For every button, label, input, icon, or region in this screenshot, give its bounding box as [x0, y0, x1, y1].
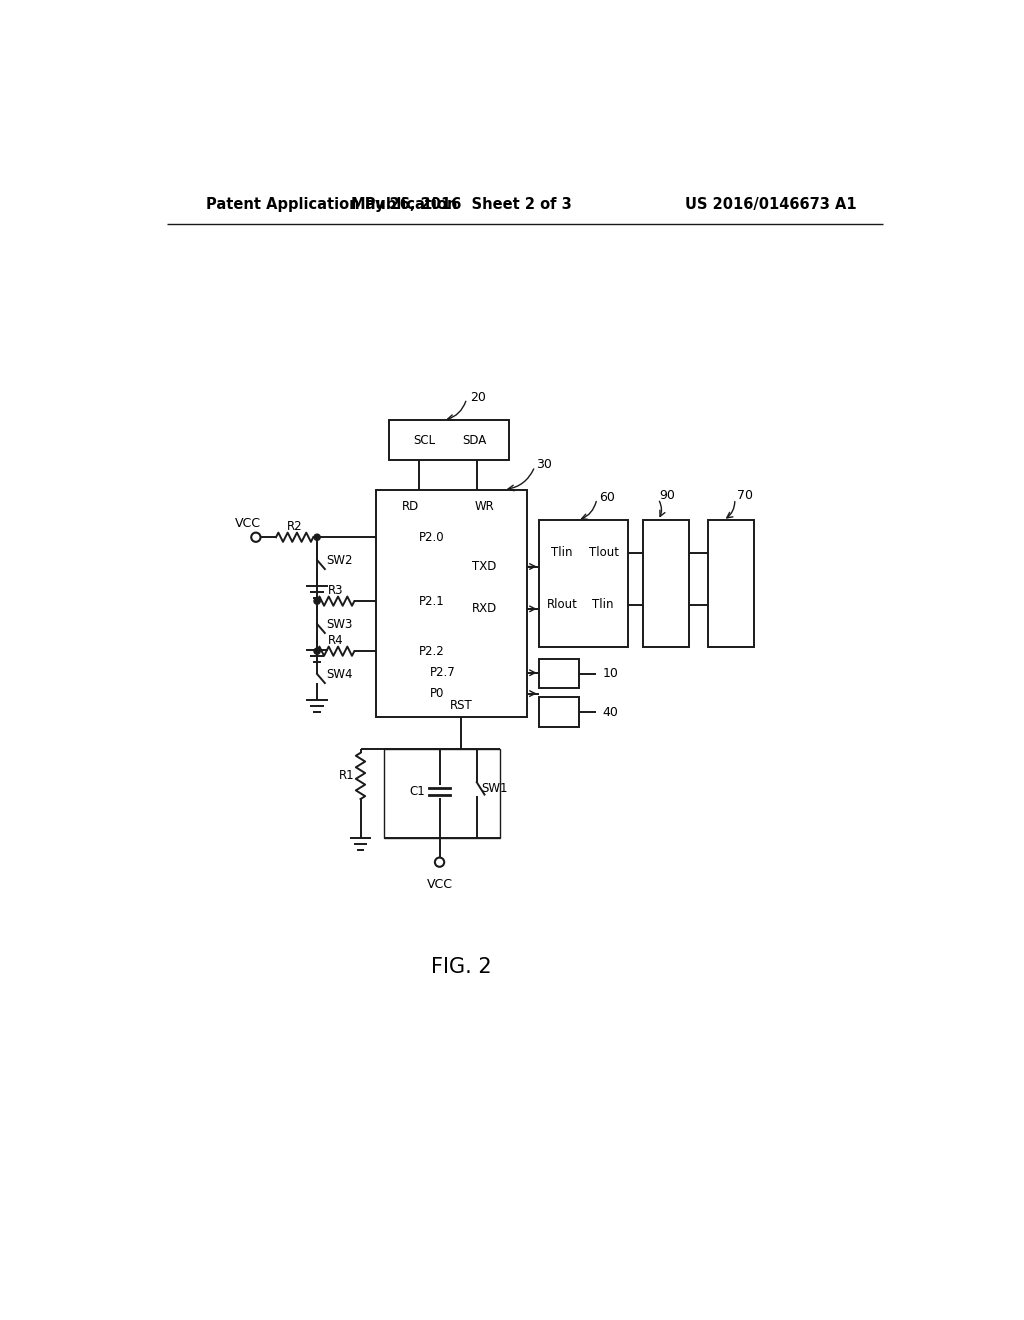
- Text: R1: R1: [339, 770, 354, 783]
- Text: P2.1: P2.1: [419, 594, 444, 607]
- Bar: [643, 520, 689, 647]
- Text: Tlout: Tlout: [589, 546, 618, 560]
- Text: FIG. 2: FIG. 2: [431, 957, 492, 977]
- Text: SDA: SDA: [462, 434, 486, 446]
- Text: TXD: TXD: [472, 560, 497, 573]
- Text: Patent Application Publication: Patent Application Publication: [206, 197, 457, 213]
- Text: C1: C1: [410, 785, 426, 799]
- Text: P2.2: P2.2: [419, 644, 444, 657]
- Circle shape: [314, 598, 321, 605]
- Text: RST: RST: [450, 698, 473, 711]
- Text: 10: 10: [602, 667, 618, 680]
- Text: 90: 90: [659, 490, 676, 502]
- Text: 40: 40: [602, 705, 618, 718]
- Bar: [539, 697, 579, 726]
- Circle shape: [314, 648, 321, 655]
- Text: RXD: RXD: [472, 602, 497, 615]
- Text: 30: 30: [537, 458, 552, 471]
- Bar: [539, 659, 579, 688]
- Text: 60: 60: [599, 491, 615, 504]
- Text: R2: R2: [287, 520, 302, 533]
- Text: RD: RD: [402, 500, 420, 513]
- Circle shape: [314, 535, 321, 540]
- Bar: [384, 748, 500, 837]
- Text: P0: P0: [430, 686, 444, 700]
- Text: SW2: SW2: [327, 554, 353, 566]
- Text: 20: 20: [470, 391, 485, 404]
- Text: Tlin: Tlin: [592, 598, 613, 611]
- Text: Tlin: Tlin: [551, 546, 572, 560]
- Text: May 26, 2016  Sheet 2 of 3: May 26, 2016 Sheet 2 of 3: [351, 197, 571, 213]
- Bar: [389, 420, 509, 461]
- Text: SW4: SW4: [327, 668, 353, 681]
- Text: WR: WR: [475, 500, 495, 513]
- Text: Rlout: Rlout: [547, 598, 578, 611]
- Text: SW3: SW3: [327, 618, 353, 631]
- Text: US 2016/0146673 A1: US 2016/0146673 A1: [685, 197, 856, 213]
- Text: SCL: SCL: [413, 434, 435, 446]
- Text: 70: 70: [737, 490, 753, 502]
- Text: VCC: VCC: [427, 878, 453, 891]
- Text: VCC: VCC: [236, 517, 261, 529]
- Text: P2.0: P2.0: [419, 531, 444, 544]
- Text: R4: R4: [328, 634, 343, 647]
- Bar: [539, 520, 628, 647]
- Bar: [708, 520, 755, 647]
- Text: SW1: SW1: [481, 781, 508, 795]
- Bar: [376, 490, 527, 717]
- Text: R3: R3: [328, 583, 343, 597]
- Text: P2.7: P2.7: [430, 667, 456, 680]
